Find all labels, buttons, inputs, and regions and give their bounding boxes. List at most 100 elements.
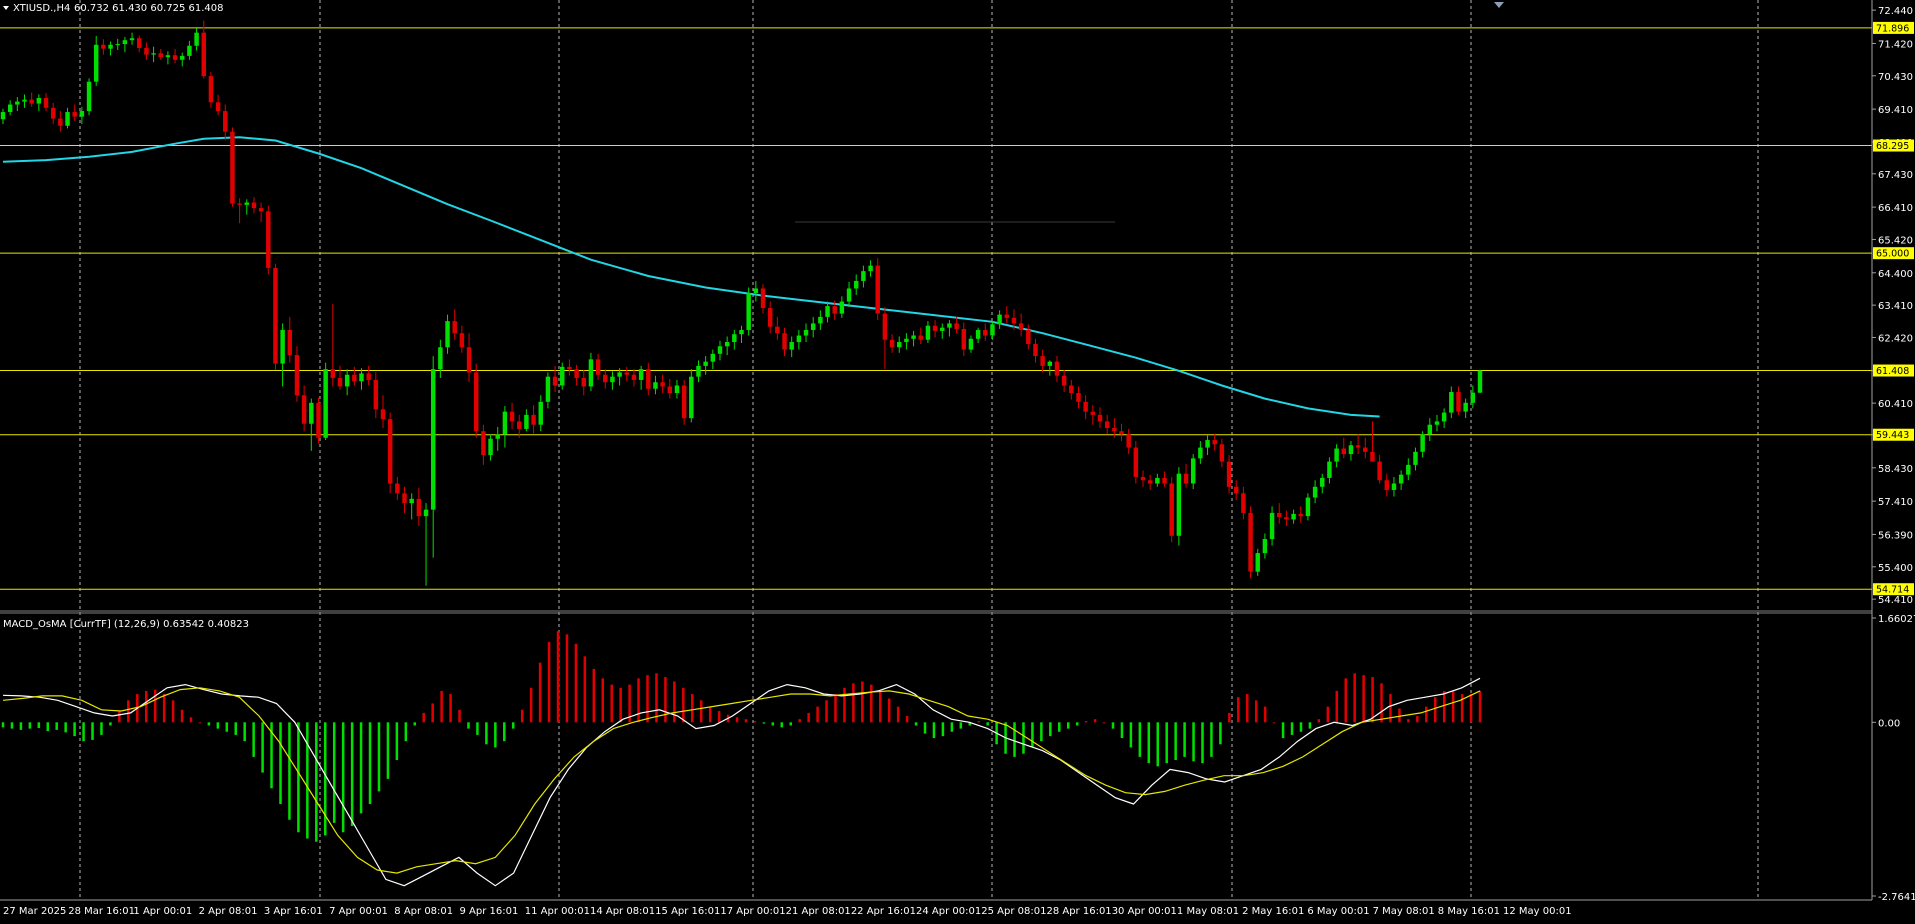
histogram-bar: [601, 678, 605, 723]
macd-tick-label: -2.76411: [1878, 892, 1915, 903]
candle-body: [352, 374, 357, 382]
price-tag-label: 71.896: [1876, 23, 1909, 34]
histogram-bar: [1478, 690, 1482, 723]
histogram-bar: [1425, 706, 1428, 723]
candle-body: [208, 76, 214, 103]
histogram-bar: [306, 722, 309, 839]
time-axis[interactable]: 27 Mar 2025 28 Mar 16:011 Apr 00:01 2 Apr …: [3, 906, 1572, 917]
histogram-bar: [565, 634, 569, 723]
chart-shift-marker-icon[interactable]: [1494, 2, 1504, 8]
price-tick-label: 70.430: [1878, 72, 1913, 83]
candle-body: [968, 338, 974, 350]
candle-body: [273, 267, 278, 364]
histogram-bar: [162, 694, 166, 723]
price-tick-label: 56.390: [1878, 530, 1913, 541]
candle-body: [1140, 476, 1146, 481]
histogram-bar: [1049, 722, 1052, 737]
candle-body: [58, 118, 63, 126]
price-tag-box: [1873, 428, 1914, 441]
candle-body: [1363, 447, 1368, 452]
candle-body: [560, 366, 565, 386]
candles: [0, 20, 1483, 586]
histogram-bar: [1138, 722, 1142, 757]
histogram-bar: [1210, 722, 1213, 757]
histogram-bar: [341, 722, 345, 833]
time-tick-label: 2 Apr 08:01: [199, 906, 258, 917]
candle-body: [574, 369, 579, 378]
histogram-bar: [413, 722, 417, 726]
candle-body: [459, 333, 465, 348]
histogram-bar: [1058, 722, 1061, 732]
time-tick-label: 1 May 08:01: [1177, 906, 1239, 917]
histogram-bar: [655, 673, 658, 723]
histogram-bar: [556, 631, 560, 723]
histogram-bar: [1371, 677, 1374, 723]
candle-body: [22, 99, 27, 102]
time-tick-label: 21 Apr 08:01: [786, 906, 851, 917]
candle-body: [1427, 424, 1433, 435]
histogram-bar: [171, 700, 175, 723]
candle-body: [244, 202, 249, 205]
macd-panel: [1, 631, 1482, 887]
histogram-bar: [861, 681, 864, 723]
histogram-bar: [1192, 722, 1195, 762]
histogram-bar: [127, 700, 130, 723]
histogram-bar: [324, 722, 327, 836]
price-tag-label: 68.295: [1876, 141, 1909, 152]
candle-body: [258, 208, 264, 212]
histogram-bar: [449, 694, 452, 723]
histogram-bar: [637, 678, 640, 723]
histogram-bar: [198, 722, 202, 724]
time-tick-label: 27 Mar 2025: [3, 906, 66, 917]
histogram-bar: [55, 722, 58, 730]
candle-body: [1054, 361, 1060, 376]
candle-body: [732, 334, 737, 343]
candle-body: [1269, 512, 1275, 540]
candle-body: [337, 377, 343, 387]
macd-tick-label: 0.00: [1878, 718, 1900, 729]
macd-indicator-label: MACD_OsMA [CurrTF] (12,26,9) 0.63542 0.4…: [3, 619, 249, 630]
histogram-bar: [1263, 706, 1267, 723]
candle-body: [1284, 517, 1289, 520]
candle-body: [1341, 448, 1346, 455]
candle-body: [1226, 461, 1232, 487]
candle-body: [122, 40, 128, 45]
candle-body: [932, 325, 938, 331]
histogram-bar: [1013, 722, 1016, 757]
candle-body: [918, 335, 923, 340]
histogram-bar: [1344, 678, 1347, 723]
candle-body: [1133, 447, 1139, 477]
candle-body: [1026, 329, 1031, 344]
histogram-bar: [1120, 722, 1124, 739]
histogram-bar: [1102, 722, 1106, 724]
candle-body: [1112, 427, 1117, 432]
candle-body: [839, 301, 845, 314]
horizontal-levels[interactable]: [0, 27, 1872, 590]
candle-body: [330, 369, 336, 378]
candle-body: [65, 112, 70, 126]
histogram-bar: [896, 706, 900, 723]
histogram-bar: [941, 722, 945, 737]
histogram-bar: [458, 709, 461, 723]
price-tags: 71.896 68.295 65.000 61.408 59.443 54.714: [1873, 21, 1914, 596]
candle-body: [588, 359, 594, 387]
histogram-bar: [234, 722, 237, 735]
candle-body: [1262, 539, 1268, 554]
candle-body: [466, 347, 472, 373]
candle-body: [79, 111, 85, 117]
candle-body: [1219, 444, 1225, 462]
histogram-bar: [1093, 719, 1097, 723]
collapse-triangle-icon[interactable]: [3, 6, 9, 10]
candle-body: [223, 111, 228, 132]
histogram-bar: [10, 722, 14, 729]
histogram-bar: [19, 722, 23, 730]
price-tick-label: 58.430: [1878, 464, 1913, 475]
candle-body: [1033, 343, 1038, 357]
candle-body: [524, 414, 529, 429]
candle-body: [1391, 483, 1397, 491]
time-tick-label: 28 Apr 16:01: [1046, 906, 1111, 917]
time-tick-label: 9 Apr 16:01: [460, 906, 519, 917]
candle-body: [380, 409, 386, 420]
